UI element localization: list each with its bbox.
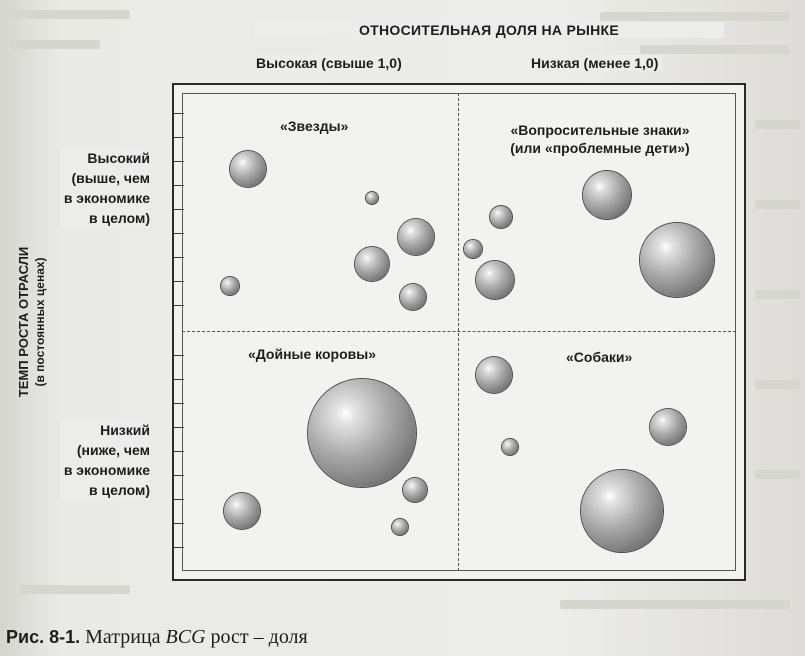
business-unit-bubble (230, 151, 266, 187)
market-share-axis-title: ОТНОСИТЕЛЬНАЯ ДОЛЯ НА РЫНКЕ (254, 22, 724, 38)
business-unit-bubble (366, 192, 378, 204)
business-unit-bubble (502, 439, 518, 455)
business-unit-bubble (476, 357, 512, 393)
matrix-inner-border (182, 93, 736, 571)
business-unit-bubble (650, 409, 686, 445)
quadrant-label-cash-cows: «Дойные коровы» (248, 345, 377, 363)
row-label-low-line: Низкий (100, 422, 150, 438)
business-unit-bubble (221, 277, 239, 295)
bcg-matrix-frame: «Звезды» «Вопросительные знаки» (или «пр… (172, 83, 746, 581)
business-unit-bubble (392, 519, 408, 535)
growth-axis-title: ТЕМП РОСТА ОТРАСЛИ (в постоянных ценах) (16, 212, 48, 432)
figure-caption: Рис. 8-1. Матрица BCG рост – доля (6, 626, 308, 649)
row-label-high-line: в экономике (63, 190, 150, 206)
vertical-divider (458, 93, 459, 571)
business-unit-bubble (490, 206, 512, 228)
business-unit-bubble (583, 171, 631, 219)
business-unit-bubble (640, 223, 714, 297)
quadrant-label-dogs: «Собаки» (566, 348, 633, 366)
quadrant-label-stars: «Звезды» (280, 117, 349, 135)
business-unit-bubble (224, 493, 260, 529)
horizontal-divider (182, 331, 736, 332)
row-label-high-line: (выше, чем (71, 170, 150, 186)
business-unit-bubble (403, 478, 427, 502)
growth-axis-title-text: ТЕМП РОСТА ОТРАСЛИ (16, 246, 31, 398)
business-unit-bubble (476, 261, 514, 299)
row-label-low-line: в экономике (63, 462, 150, 478)
caption-text-before: Матрица (85, 626, 166, 648)
growth-axis-subtitle: (в постоянных ценах) (33, 257, 47, 387)
row-label-low-line: в целом) (89, 482, 150, 498)
row-label-low-line: (ниже, чем (76, 442, 150, 458)
business-unit-bubble (308, 379, 416, 487)
caption-text-after: рост – доля (205, 626, 308, 648)
quadrant-label-question-marks-line: «Вопросительные знаки» (510, 122, 690, 138)
business-unit-bubble (464, 240, 482, 258)
business-unit-bubble (398, 219, 434, 255)
business-unit-bubble (355, 247, 389, 281)
column-header-low: Низкая (менее 1,0) (527, 55, 663, 71)
row-label-high-line: Высокий (87, 150, 150, 166)
business-unit-bubble (581, 470, 663, 552)
row-label-high: Высокий (выше, чем в экономике в целом) (60, 148, 150, 228)
row-label-high-line: в целом) (89, 210, 150, 226)
quadrant-label-question-marks-line: (или «проблемные дети») (510, 140, 690, 156)
column-header-high: Высокая (свыше 1,0) (252, 55, 406, 71)
caption-italic: BCG (165, 626, 206, 648)
row-label-low: Низкий (ниже, чем в экономике в целом) (60, 420, 150, 500)
quadrant-label-question-marks: «Вопросительные знаки» (или «проблемные … (500, 121, 700, 157)
figure-number: Рис. 8-1. (6, 627, 81, 647)
business-unit-bubble (400, 284, 426, 310)
